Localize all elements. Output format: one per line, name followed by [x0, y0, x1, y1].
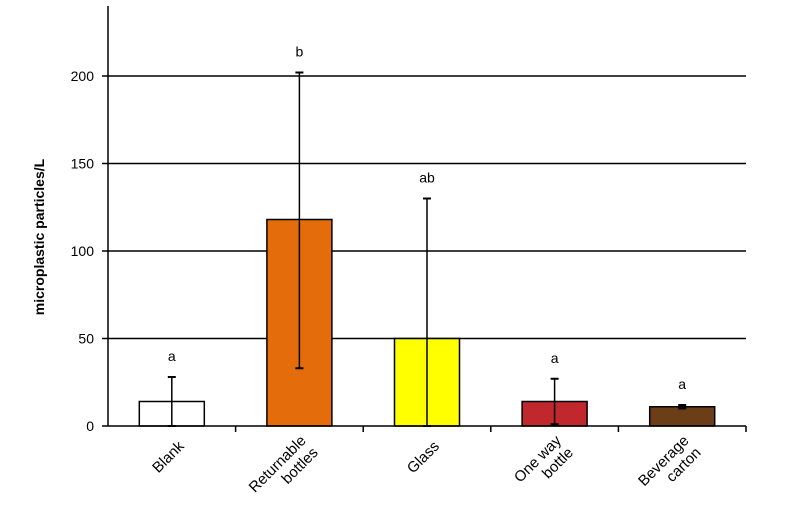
labels: 0 50 100 150 200 a Blank b Returnablebottles ab Gl…: [71, 44, 705, 508]
category-label: Returnablebottles: [246, 432, 322, 508]
significance-label: a: [551, 350, 559, 366]
error-bars: [167, 71, 687, 427]
significance-label: a: [168, 348, 176, 364]
y-tick-label: 0: [86, 418, 94, 434]
category-label: Glass: [404, 438, 443, 477]
y-tick-label: 150: [71, 156, 95, 172]
category-label: Beveragecarton: [635, 432, 704, 501]
y-tick-label: 100: [71, 243, 95, 259]
bar: [648, 406, 716, 427]
category-label-line: Glass: [404, 438, 443, 477]
significance-label: ab: [419, 170, 435, 186]
axes: [107, 6, 746, 427]
significance-label: a: [678, 376, 686, 392]
significance-label: b: [296, 44, 304, 60]
category-label: One waybottle: [511, 432, 577, 498]
y-tick-label: 200: [71, 68, 95, 84]
y-tick-label: 50: [78, 331, 94, 347]
category-label-line: Blank: [149, 438, 188, 477]
y-axis-label: microplastic particles/L: [31, 158, 47, 315]
gridlines: [102, 75, 747, 432]
category-label: Blank: [149, 438, 188, 477]
